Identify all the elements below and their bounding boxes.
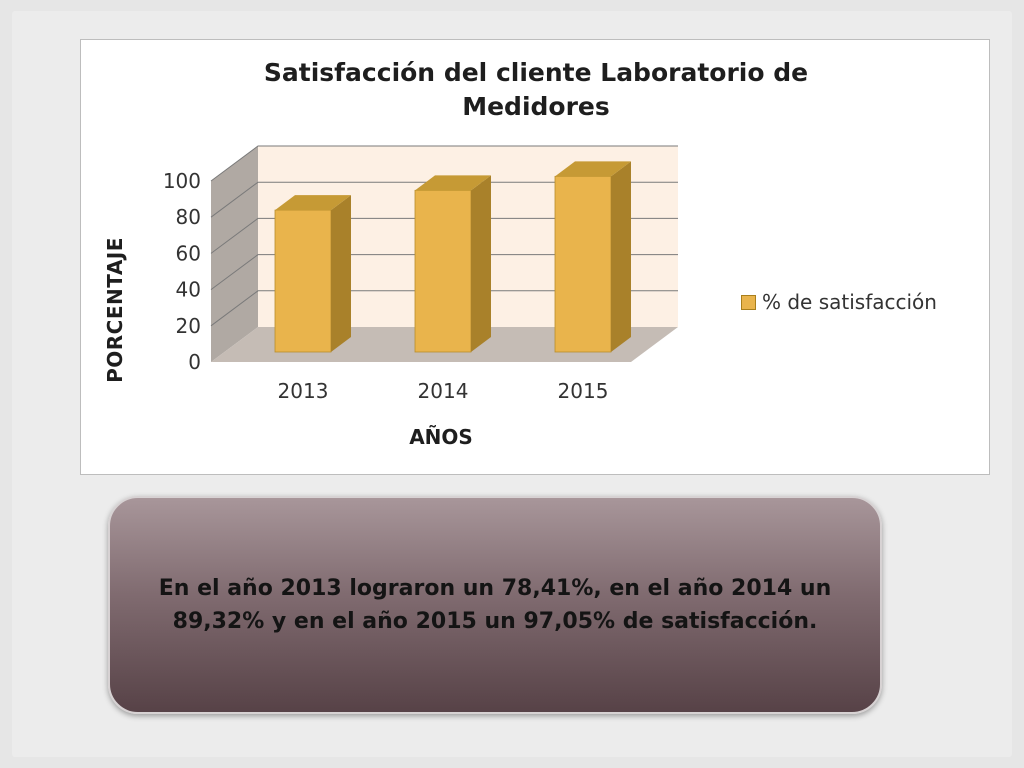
y-tick-label: 20 <box>176 314 201 338</box>
bar-side-2013 <box>331 195 351 352</box>
gridline <box>210 290 678 327</box>
chart-frame: Satisfacción del cliente Laboratorio de … <box>80 39 990 475</box>
legend-label: % de satisfacción <box>762 290 937 314</box>
chart-title-line-1: Satisfacción del cliente Laboratorio de <box>263 58 809 87</box>
y-tick-label: 40 <box>176 278 201 302</box>
bar-side-2015 <box>611 161 631 352</box>
gridline <box>210 217 678 254</box>
bar-top-2014 <box>415 175 491 191</box>
bar-2015 <box>554 175 612 353</box>
bar-top-2013 <box>275 195 351 211</box>
gridline <box>210 254 678 291</box>
legend: % de satisfacción <box>741 290 937 314</box>
bar-top-2015 <box>555 161 631 177</box>
side-wall <box>211 146 258 362</box>
x-tick-label-2015: 2015 <box>558 379 609 403</box>
bar-2014 <box>414 189 472 353</box>
y-tick-label: 60 <box>176 241 201 265</box>
gridline <box>210 181 678 218</box>
y-tick-label: 0 <box>188 350 201 374</box>
y-axis-title: PORCENTAJE <box>103 237 127 383</box>
summary-text: En el año 2013 lograron un 78,41%, en el… <box>158 576 832 634</box>
bar-side-2014 <box>471 175 491 352</box>
y-tick-label: 80 <box>176 205 201 229</box>
y-tick-label: 100 <box>163 169 201 193</box>
x-tick-label-2013: 2013 <box>278 379 329 403</box>
summary-callout: En el año 2013 lograron un 78,41%, en el… <box>108 496 882 714</box>
x-tick-label-2014: 2014 <box>418 379 469 403</box>
x-axis-title: AÑOS <box>409 425 473 449</box>
bar-2013 <box>274 209 332 353</box>
chart-title: Satisfacción del cliente Laboratorio de … <box>81 56 991 124</box>
chart-title-line-2: Medidores <box>462 92 610 121</box>
bar-chart: 0 20 40 60 80 100 2013 2014 2015 <box>163 145 678 403</box>
legend-swatch <box>741 294 756 310</box>
gridline <box>210 145 678 182</box>
